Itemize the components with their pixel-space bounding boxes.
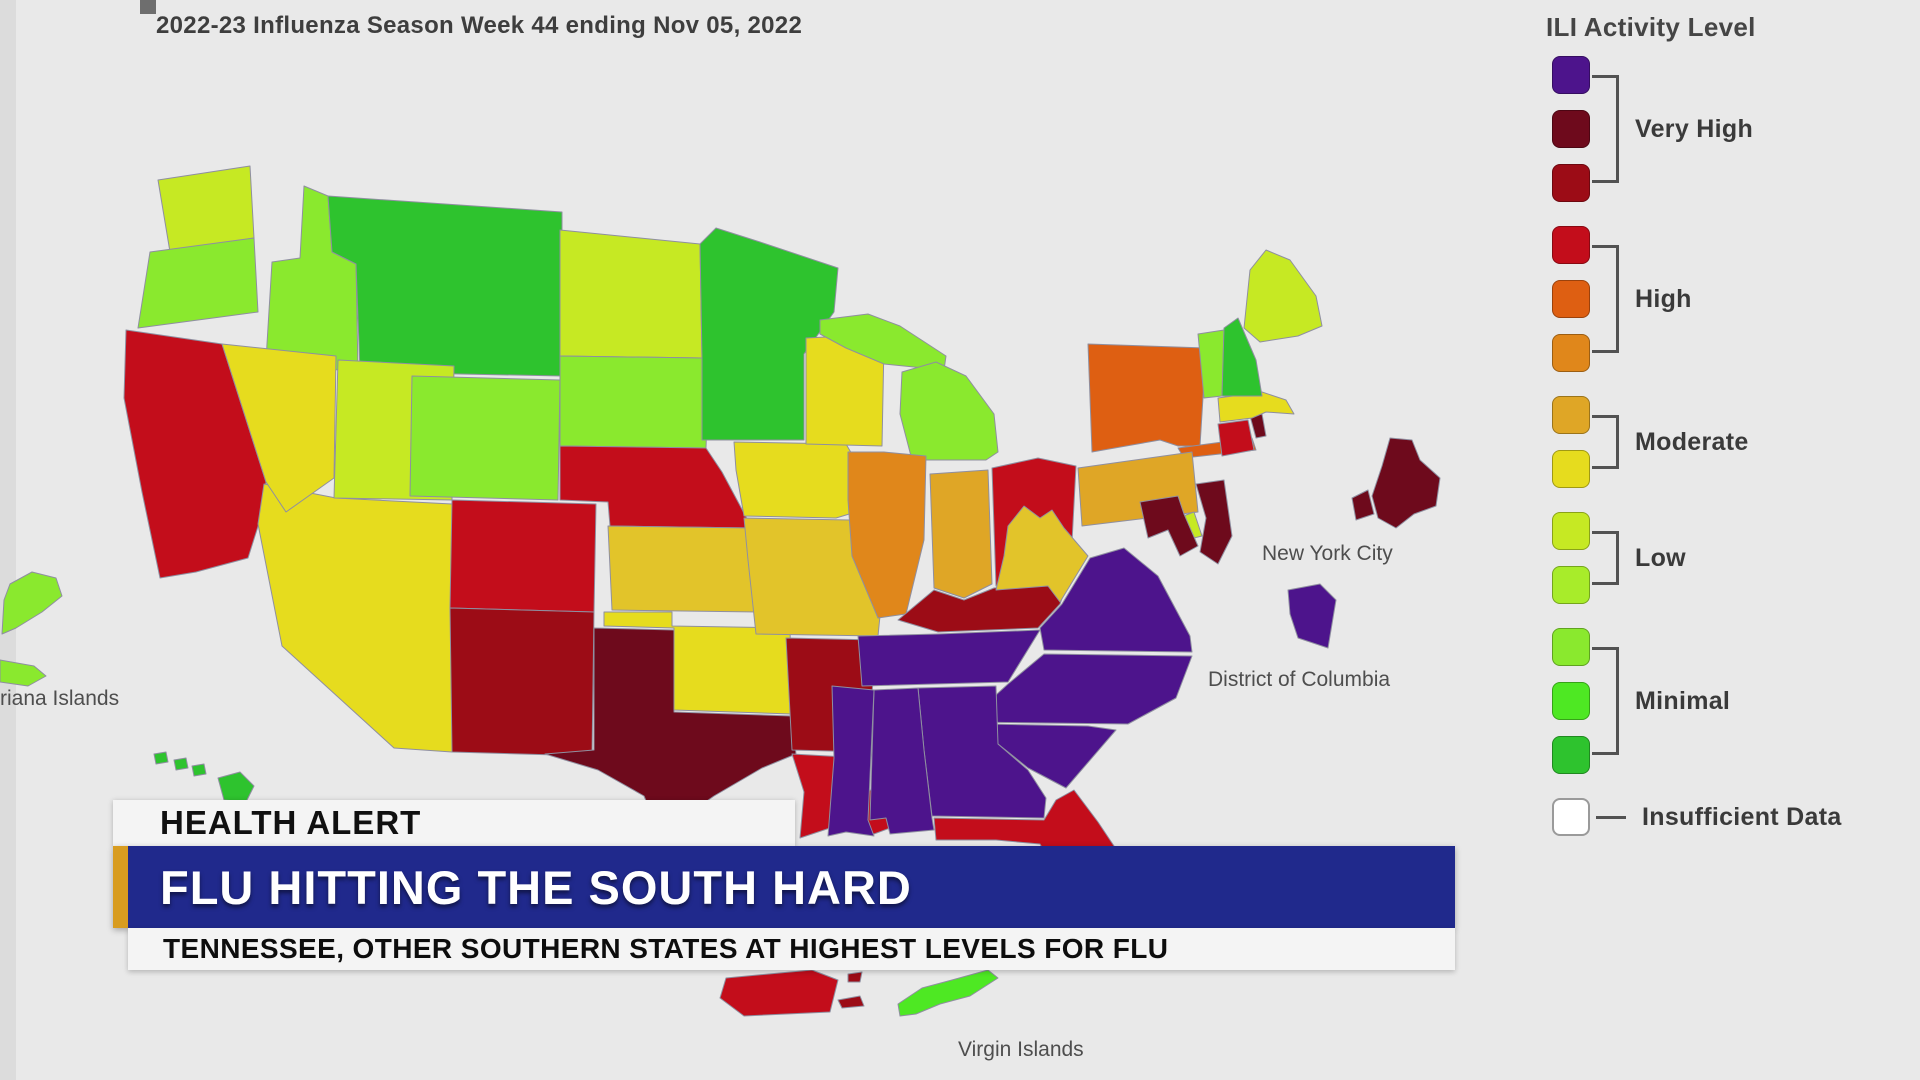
legend-swatch-maroon [1552,110,1590,148]
legend-swatch-yellow [1552,450,1590,488]
legend-label: Low [1635,543,1686,572]
state-iowa [733,441,861,519]
legend-bracket [1592,531,1619,585]
territory-hawaii-islet-3 [153,751,169,765]
state-alabama [869,687,935,835]
legend-swatch-red [1552,226,1590,264]
legend-bracket [1592,75,1619,183]
legend-group: High [1552,226,1842,372]
legend-swatch-green2 [1552,682,1590,720]
state-wyoming [409,375,561,501]
legend-group: Moderate [1552,396,1842,488]
legend-title: ILI Activity Level [1546,12,1756,42]
legend-label: Insufficient Data [1642,802,1842,831]
state-mississippi [827,685,875,837]
state-north-dakota [559,229,703,359]
state-massachusetts [1217,391,1295,423]
legend-label: Moderate [1635,427,1749,456]
map-label-new-york-city: New York City [1262,542,1393,565]
legend-label: Minimal [1635,686,1731,715]
state-colorado [449,499,597,613]
legend-swatch-purple [1552,56,1590,94]
territory-hawaii-islet-2 [173,757,189,771]
legend-swatch-yellowgreen [1552,512,1590,550]
state-maryland [1139,495,1199,557]
state-nevada [221,343,337,513]
state-washington [157,165,255,253]
legend-group: Very High [1552,56,1842,202]
state-new-jersey [1195,479,1233,565]
legend-swatch-gold [1552,396,1590,434]
legend-swatch-orangered [1552,280,1590,318]
legend-dash [1596,815,1626,819]
legend-bracket [1592,415,1619,469]
territory-puerto-rico-islet-2 [837,995,865,1009]
state-indiana [929,469,993,599]
legend-swatch-darkred [1552,164,1590,202]
kicker-text: HEALTH ALERT [160,804,422,841]
state-minnesota [699,227,839,441]
state-michigan-lower [899,361,999,461]
inset-district-of-columbia [1287,583,1337,649]
legend-bracket [1592,647,1619,755]
state-connecticut [1217,419,1255,457]
kicker-bar: HEALTH ALERT [113,800,795,846]
state-kansas [607,525,759,613]
headline-text: FLU HITTING THE SOUTH HARD [160,860,912,914]
legend-label: High [1635,284,1692,313]
territory-hawaii-islet [191,763,207,777]
map-label-mariana-islands: riana Islands [0,687,119,710]
territory-puerto-rico [719,969,839,1017]
inset-new-york-city [1371,437,1441,529]
territory-guam [1,571,63,635]
headline-accent-bar [113,846,128,928]
state-virginia [1039,547,1193,653]
legend-groups: Very High High Moderate Low Minimal Insuffici… [1552,56,1842,860]
state-tennessee [857,629,1041,687]
state-montana [327,195,563,377]
legend-group: Low [1552,512,1842,604]
state-west-virginia [995,505,1089,603]
corner-graphic-block [140,0,156,14]
legend-label: Very High [1635,114,1754,143]
inset-new-york-city-lobe [1351,489,1375,521]
legend-swatch-lightgreen [1552,628,1590,666]
screen-edge-strip [0,0,16,1080]
map-title: 2022-23 Influenza Season Week 44 ending … [156,12,803,39]
legend-swatch-white [1552,798,1590,836]
legend-swatch-green [1552,736,1590,774]
state-new-mexico [449,607,595,757]
map-label-district-of-columbia: District of Columbia [1208,668,1390,691]
state-new-york [1087,343,1207,453]
subheadline-bar: TENNESSEE, OTHER SOUTHERN STATES AT HIGH… [128,928,1455,970]
state-texas [544,627,797,835]
legend-group: Minimal [1552,628,1842,774]
state-south-dakota [559,355,709,449]
territory-puerto-rico-islet [847,971,863,983]
headline-bar: FLU HITTING THE SOUTH HARD [113,846,1455,928]
territory-mariana-islet [0,659,47,687]
state-oregon [137,237,259,329]
territory-virgin-islands [897,969,999,1017]
legend-swatch-orange [1552,334,1590,372]
subheadline-text: TENNESSEE, OTHER SOUTHERN STATES AT HIGH… [163,933,1169,964]
legend-bracket [1592,245,1619,353]
legend-swatch-lowgreen [1552,566,1590,604]
state-new-hampshire [1221,317,1263,397]
territory-hawaii-big-island [217,771,255,803]
state-arizona [257,483,453,753]
map-label-virgin-islands: Virgin Islands [958,1038,1084,1061]
state-maine [1243,249,1323,343]
legend-group: Insufficient Data [1552,798,1842,836]
